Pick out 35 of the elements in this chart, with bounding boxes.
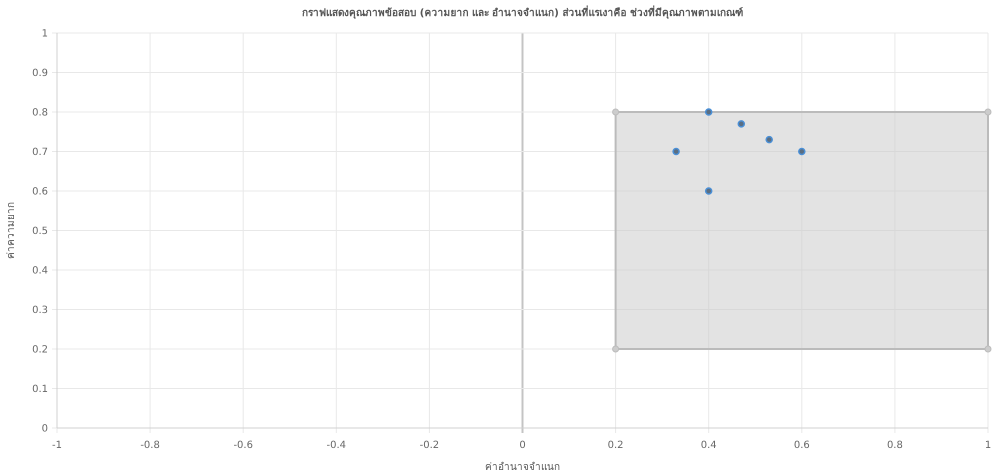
chart-title: กราฟแสดงคุณภาพข้อสอบ (ความยาก และ อำนาจจำแนก) ส่วนที่แรเงาคือ ช่วงที่มีคุณภาพตามเกณฑ์ — [302, 5, 743, 19]
point — [704, 187, 712, 195]
x-tick-label: 0.6 — [794, 440, 810, 451]
y-tick-label: 0.4 — [32, 266, 48, 276]
x-tick-label: -0.8 — [140, 440, 160, 451]
x-tick-label: 0.8 — [886, 440, 903, 451]
point — [984, 108, 992, 116]
x-tick-label: -0.4 — [326, 440, 346, 451]
x-axis-title: ค่าอำนาจจำแนก — [485, 462, 560, 473]
y-tick-label: 0.3 — [32, 305, 48, 316]
y-axis-title: ค่าความยาก — [6, 202, 17, 259]
y-tick-label: 0 — [42, 424, 48, 434]
y-tick-label: 0.7 — [32, 147, 48, 158]
x-tick-label: -0.6 — [233, 440, 253, 451]
point — [672, 148, 680, 156]
point — [798, 148, 806, 156]
point — [704, 108, 712, 116]
x-tick-label: 0.2 — [608, 440, 624, 451]
y-tick-label: 0.9 — [32, 68, 48, 79]
y-tick-label: 0.6 — [32, 186, 48, 198]
y-tick-label: 0.5 — [32, 226, 48, 237]
x-tick-label: 0.4 — [700, 440, 717, 451]
point — [738, 120, 746, 128]
x-tick-label: -0.2 — [420, 440, 440, 451]
y-tick-label: 0.1 — [32, 384, 48, 395]
y-tick-label: 0.2 — [32, 344, 48, 356]
point — [612, 346, 620, 352]
point — [765, 136, 773, 144]
y-tick-label: 1 — [42, 28, 48, 40]
x-tick-label: 1 — [984, 440, 992, 451]
point — [612, 108, 620, 116]
x-tick-label: 0 — [519, 440, 526, 451]
x-tick-label: -1 — [52, 440, 62, 451]
y-tick-label: 0.8 — [32, 108, 48, 118]
point — [984, 346, 992, 352]
